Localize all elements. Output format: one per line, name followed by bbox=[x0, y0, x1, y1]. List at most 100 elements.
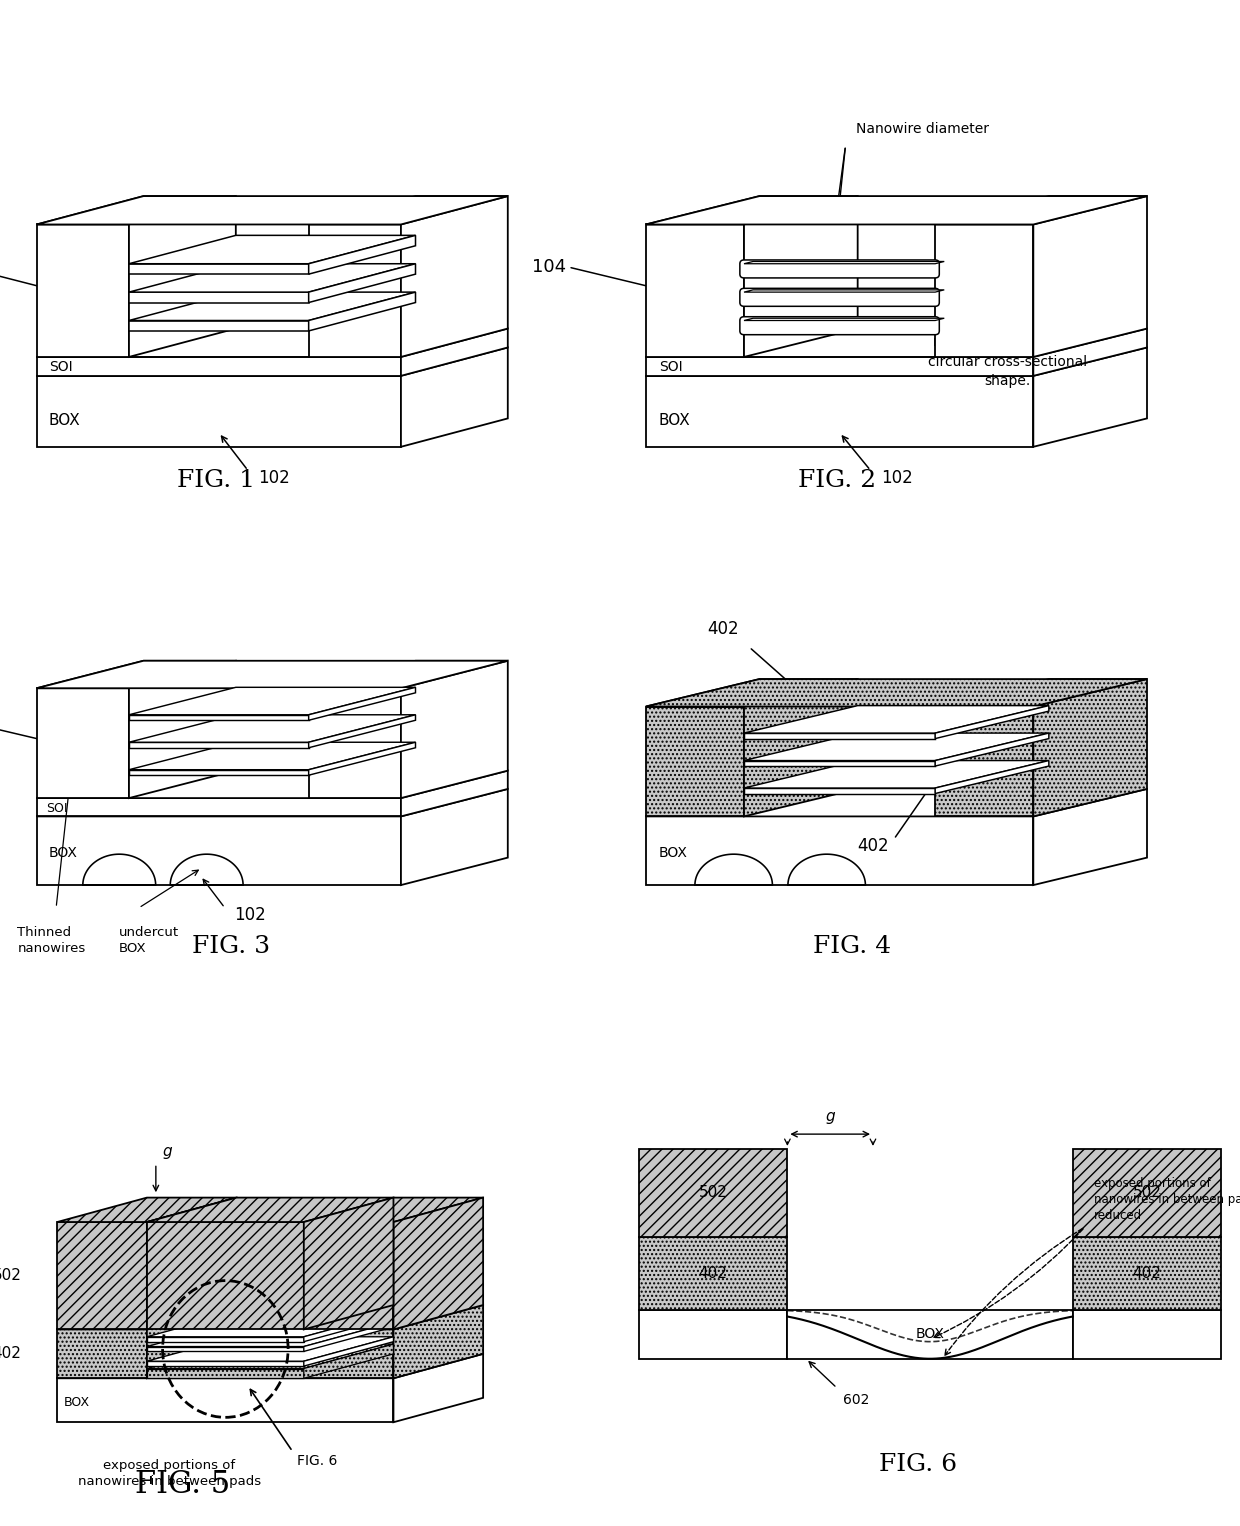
Polygon shape bbox=[129, 291, 415, 320]
Text: g: g bbox=[162, 1143, 172, 1158]
Polygon shape bbox=[309, 224, 401, 357]
Text: 402: 402 bbox=[707, 620, 739, 638]
Polygon shape bbox=[401, 661, 507, 798]
FancyBboxPatch shape bbox=[740, 317, 940, 334]
Polygon shape bbox=[309, 264, 415, 302]
Text: FIG. 5: FIG. 5 bbox=[135, 1470, 231, 1500]
Polygon shape bbox=[646, 357, 1033, 375]
Polygon shape bbox=[744, 732, 1049, 760]
Polygon shape bbox=[401, 195, 507, 357]
FancyBboxPatch shape bbox=[740, 288, 940, 307]
Polygon shape bbox=[37, 789, 507, 816]
Text: BOX: BOX bbox=[658, 845, 688, 861]
Polygon shape bbox=[129, 235, 415, 264]
Text: SOI: SOI bbox=[48, 360, 72, 374]
Polygon shape bbox=[37, 195, 236, 224]
Polygon shape bbox=[129, 714, 309, 720]
Text: SOI: SOI bbox=[658, 360, 682, 374]
Bar bbox=[639, 1309, 787, 1358]
Polygon shape bbox=[57, 1329, 146, 1378]
Text: 102: 102 bbox=[258, 468, 289, 487]
Text: FIG. 2: FIG. 2 bbox=[797, 468, 877, 491]
Text: undercut
BOX: undercut BOX bbox=[119, 926, 180, 955]
Polygon shape bbox=[935, 707, 1033, 816]
Polygon shape bbox=[37, 661, 507, 688]
Polygon shape bbox=[309, 235, 415, 275]
Polygon shape bbox=[146, 1305, 237, 1378]
Polygon shape bbox=[146, 1346, 304, 1352]
Polygon shape bbox=[57, 1378, 393, 1422]
Polygon shape bbox=[129, 714, 415, 742]
Polygon shape bbox=[401, 771, 507, 816]
Polygon shape bbox=[37, 661, 236, 688]
Polygon shape bbox=[646, 707, 744, 816]
Polygon shape bbox=[744, 732, 935, 739]
Polygon shape bbox=[37, 816, 401, 885]
Text: BOX: BOX bbox=[64, 1396, 91, 1408]
Text: FIG. 4: FIG. 4 bbox=[813, 935, 892, 958]
Text: nanowires have more
circular cross-sectional
shape.: nanowires have more circular cross-secti… bbox=[928, 336, 1087, 388]
Polygon shape bbox=[401, 328, 507, 375]
Polygon shape bbox=[393, 1305, 484, 1378]
Polygon shape bbox=[129, 769, 309, 775]
Polygon shape bbox=[393, 1354, 484, 1422]
Text: Thinned
nanowires: Thinned nanowires bbox=[17, 926, 86, 955]
Polygon shape bbox=[744, 760, 935, 766]
Polygon shape bbox=[309, 687, 415, 720]
Text: 402: 402 bbox=[0, 1346, 21, 1361]
Polygon shape bbox=[309, 714, 415, 748]
Text: 104: 104 bbox=[532, 258, 567, 276]
Polygon shape bbox=[309, 661, 507, 688]
Text: g: g bbox=[826, 1109, 835, 1125]
Polygon shape bbox=[646, 224, 744, 357]
Polygon shape bbox=[83, 855, 156, 885]
Polygon shape bbox=[129, 264, 415, 291]
Polygon shape bbox=[37, 357, 401, 375]
Polygon shape bbox=[646, 375, 1033, 447]
Polygon shape bbox=[744, 760, 1049, 787]
Polygon shape bbox=[146, 1337, 393, 1361]
Polygon shape bbox=[694, 855, 773, 885]
Polygon shape bbox=[57, 1222, 146, 1329]
Polygon shape bbox=[146, 1337, 304, 1341]
Polygon shape bbox=[304, 1222, 393, 1329]
Bar bbox=[787, 1309, 1073, 1358]
Polygon shape bbox=[37, 375, 401, 447]
Polygon shape bbox=[37, 798, 401, 816]
Polygon shape bbox=[401, 789, 507, 885]
Polygon shape bbox=[129, 661, 236, 798]
Polygon shape bbox=[744, 679, 858, 816]
Bar bbox=[1073, 1309, 1221, 1358]
Text: BOX: BOX bbox=[48, 845, 78, 861]
Polygon shape bbox=[304, 1337, 393, 1366]
Polygon shape bbox=[744, 290, 945, 291]
Text: 402: 402 bbox=[698, 1265, 728, 1280]
Polygon shape bbox=[935, 760, 1049, 794]
Polygon shape bbox=[646, 195, 1147, 224]
Polygon shape bbox=[57, 1354, 484, 1378]
Polygon shape bbox=[37, 328, 507, 357]
Polygon shape bbox=[170, 855, 243, 885]
Text: 502: 502 bbox=[1132, 1186, 1162, 1201]
Polygon shape bbox=[146, 1198, 393, 1222]
Polygon shape bbox=[744, 705, 1049, 732]
Polygon shape bbox=[744, 319, 945, 320]
Text: SOI: SOI bbox=[46, 801, 68, 815]
Polygon shape bbox=[304, 1305, 484, 1329]
Polygon shape bbox=[129, 320, 309, 331]
Polygon shape bbox=[744, 261, 945, 264]
FancyBboxPatch shape bbox=[740, 259, 940, 278]
Polygon shape bbox=[146, 1322, 393, 1346]
Polygon shape bbox=[646, 328, 1147, 357]
Polygon shape bbox=[146, 1312, 393, 1337]
Polygon shape bbox=[744, 195, 858, 357]
Polygon shape bbox=[146, 1369, 304, 1378]
Polygon shape bbox=[646, 348, 1147, 375]
Polygon shape bbox=[37, 195, 507, 224]
Polygon shape bbox=[646, 679, 858, 707]
Text: FIG. 6: FIG. 6 bbox=[878, 1453, 957, 1476]
Text: FIG. 1: FIG. 1 bbox=[177, 468, 255, 491]
Polygon shape bbox=[1033, 195, 1147, 357]
Polygon shape bbox=[935, 224, 1033, 357]
Bar bbox=[639, 1149, 787, 1236]
